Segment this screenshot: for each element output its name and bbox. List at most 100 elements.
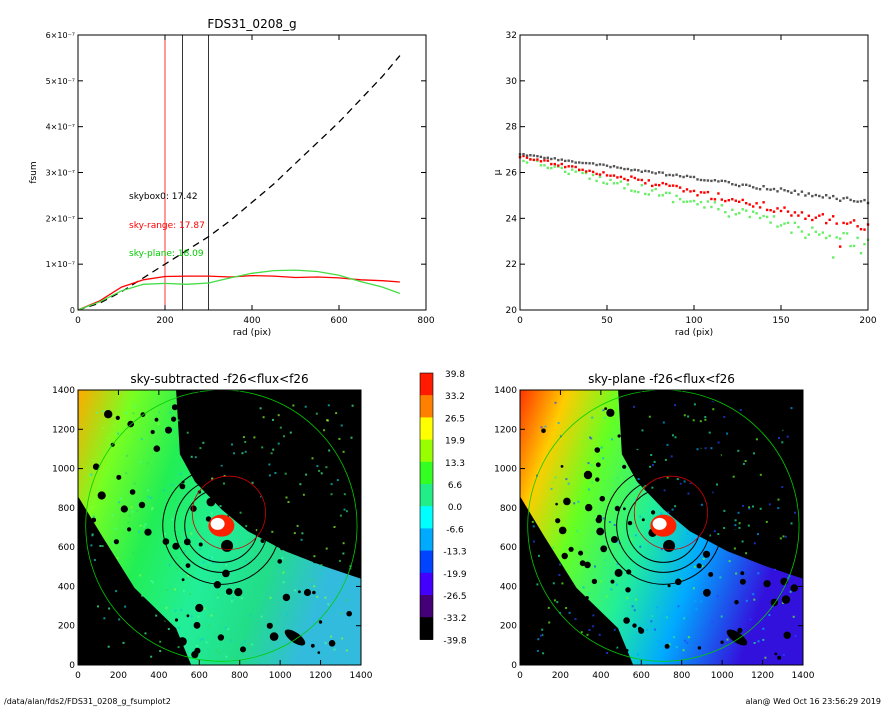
noise-pixel — [103, 617, 106, 620]
noise-pixel — [115, 590, 118, 593]
data-point — [859, 228, 863, 231]
masked-source — [599, 495, 606, 502]
noise-pixel — [183, 550, 186, 553]
noise-pixel — [609, 473, 612, 475]
noise-pixel — [107, 645, 110, 648]
noise-pixel — [768, 614, 771, 616]
x-tick-label: 0 — [517, 671, 523, 681]
noise-pixel — [169, 411, 172, 414]
data-point — [835, 197, 838, 201]
data-point — [682, 190, 685, 193]
y-tick-label: 5×10⁻⁷ — [46, 77, 75, 86]
data-point — [804, 194, 807, 197]
data-point — [758, 206, 762, 209]
data-point — [731, 208, 734, 211]
data-point — [689, 200, 692, 203]
noise-pixel — [196, 644, 199, 647]
x-axis-label: rad (pix) — [675, 328, 713, 338]
noise-pixel — [268, 474, 271, 477]
data-point — [699, 200, 703, 204]
noise-pixel — [588, 488, 590, 491]
data-point — [783, 206, 786, 209]
data-point — [814, 216, 817, 219]
data-point — [758, 216, 762, 220]
data-point — [786, 190, 790, 193]
noise-pixel — [580, 566, 583, 569]
masked-source — [713, 452, 722, 461]
noise-pixel — [686, 641, 689, 644]
noise-pixel — [127, 431, 130, 433]
colorbar-label: 0.0 — [448, 503, 463, 513]
data-point — [550, 157, 553, 161]
noise-pixel — [559, 563, 561, 566]
aperture-ring — [616, 478, 711, 573]
noise-pixel — [699, 420, 702, 423]
data-point — [720, 198, 723, 201]
noise-pixel — [664, 458, 667, 461]
data-point — [797, 225, 800, 229]
data-point — [776, 225, 779, 228]
masked-source — [330, 434, 336, 440]
masked-source — [625, 649, 629, 652]
data-point — [765, 215, 769, 219]
noise-pixel — [126, 454, 129, 457]
masked-source — [245, 406, 255, 416]
noise-pixel — [712, 408, 715, 411]
data-point — [825, 194, 828, 197]
data-point — [623, 167, 626, 171]
masked-source — [206, 497, 216, 507]
data-point — [595, 179, 598, 183]
data-point — [762, 214, 765, 218]
noise-pixel — [616, 563, 619, 566]
noise-pixel — [270, 452, 273, 455]
noise-pixel — [633, 609, 636, 612]
masked-source — [104, 410, 113, 419]
noise-pixel — [343, 493, 346, 496]
data-point — [671, 174, 675, 177]
noise-pixel — [338, 559, 341, 562]
noise-pixel — [556, 601, 559, 604]
masked-source — [571, 584, 575, 588]
data-point — [745, 209, 748, 212]
masked-source — [745, 484, 753, 492]
data-point — [769, 209, 772, 212]
masked-source — [772, 461, 776, 465]
data-point — [807, 214, 810, 217]
noise-pixel — [748, 506, 751, 509]
noise-pixel — [244, 441, 247, 443]
data-point — [626, 183, 630, 186]
noise-pixel — [651, 615, 654, 618]
masked-source — [555, 502, 558, 506]
data-point — [651, 189, 654, 192]
noise-pixel — [536, 649, 539, 652]
data-point — [863, 228, 866, 231]
data-point — [536, 158, 539, 161]
data-point — [842, 231, 845, 235]
noise-pixel — [602, 409, 605, 412]
masked-source — [777, 655, 782, 660]
data-point — [717, 180, 720, 183]
data-point — [745, 202, 748, 205]
data-point — [619, 166, 623, 170]
noise-pixel — [762, 638, 765, 641]
data-point — [591, 170, 595, 174]
y-tick-label: 1400 — [52, 386, 75, 396]
data-point — [522, 153, 525, 156]
noise-pixel — [757, 533, 759, 536]
noise-pixel — [580, 631, 583, 634]
noise-pixel — [542, 652, 545, 655]
noise-pixel — [600, 446, 603, 449]
masked-galaxy — [284, 629, 306, 646]
noise-pixel — [318, 469, 321, 472]
noise-pixel — [704, 418, 707, 421]
noise-pixel — [151, 581, 154, 584]
data-point — [692, 175, 696, 179]
data-point — [616, 166, 619, 169]
noise-pixel — [537, 638, 540, 641]
noise-pixel — [671, 508, 674, 511]
x-tick-label: 400 — [150, 671, 167, 681]
noise-pixel — [245, 525, 248, 528]
masked-source — [584, 561, 591, 569]
noise-pixel — [559, 611, 562, 614]
masked-source — [626, 569, 632, 575]
